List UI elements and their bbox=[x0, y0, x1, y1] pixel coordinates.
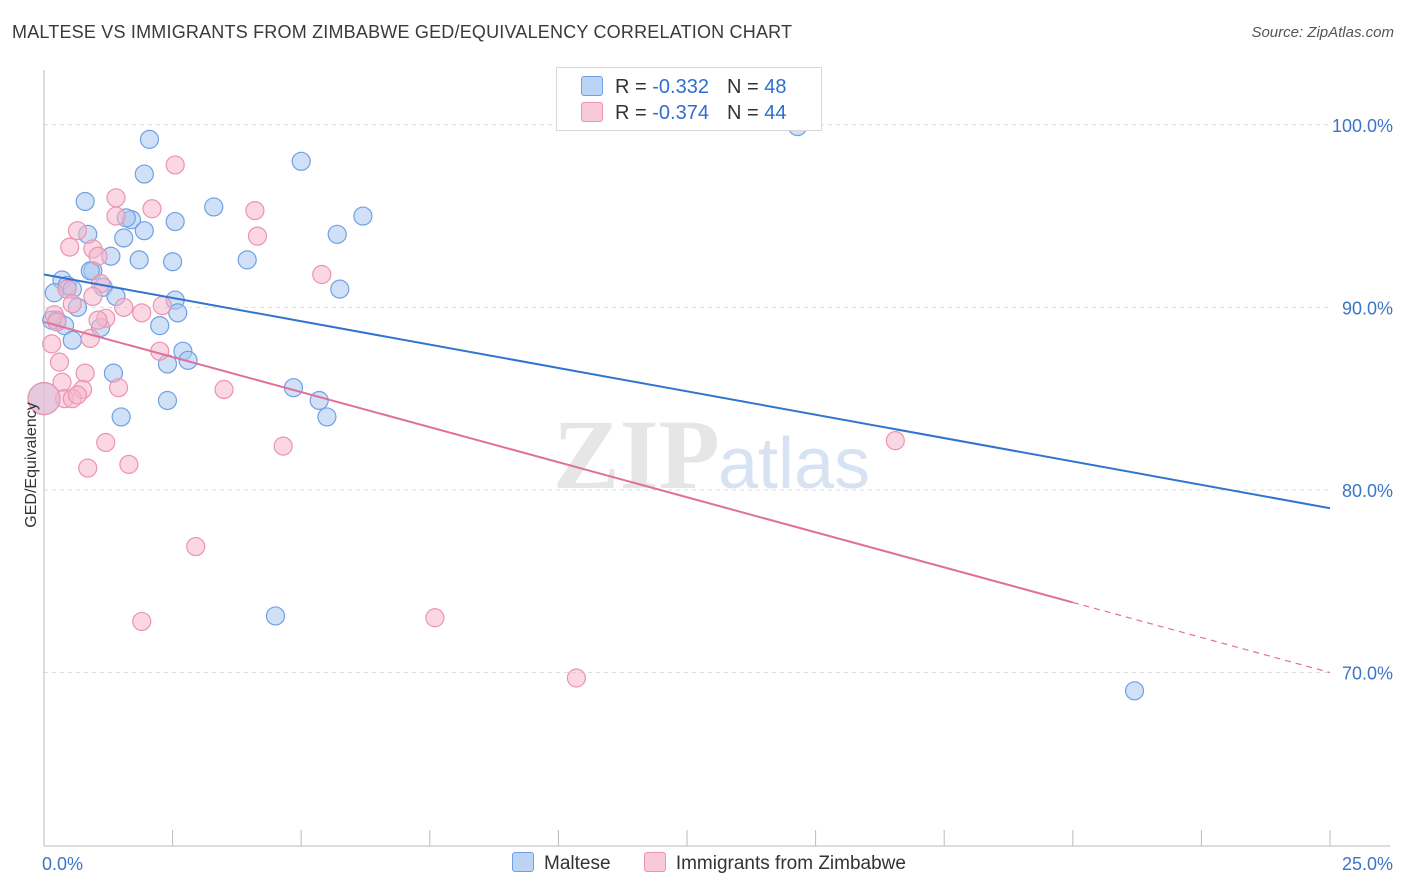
series-swatch-maltese bbox=[512, 852, 534, 872]
series-swatch-zimbabwe bbox=[643, 852, 666, 872]
point-maltese bbox=[62, 330, 82, 350]
series-legend-maltese: Maltese bbox=[512, 852, 611, 875]
point-zimbabwe bbox=[88, 246, 108, 266]
point-zimbabwe bbox=[214, 379, 234, 400]
point-maltese bbox=[139, 129, 160, 149]
series-name: Immigrants from Zimbabwe bbox=[675, 853, 906, 874]
axes bbox=[43, 70, 1390, 847]
point-maltese bbox=[291, 151, 311, 171]
x-tick-labels: 0.0% 25.0% bbox=[42, 854, 1393, 874]
legend-row-maltese: R = -0.332 N = 48 bbox=[581, 76, 786, 100]
legend-n-label: N = bbox=[726, 76, 765, 98]
legend-r-label: R = bbox=[615, 102, 653, 124]
source-label: Source: ZipAtlas.com bbox=[1251, 24, 1394, 41]
trend-line-zimbabwe-extension bbox=[1072, 601, 1331, 674]
point-maltese bbox=[327, 224, 347, 244]
point-zimbabwe bbox=[132, 611, 152, 632]
legend-row-zimbabwe: R = -0.374 N = 44 bbox=[581, 102, 786, 126]
trend-lines bbox=[43, 273, 1331, 674]
point-maltese bbox=[134, 221, 154, 241]
point-zimbabwe bbox=[142, 199, 162, 219]
point-zimbabwe bbox=[119, 454, 139, 474]
y-tick-label: 100.0% bbox=[1332, 116, 1393, 136]
point-zimbabwe bbox=[106, 206, 126, 226]
point-zimbabwe bbox=[165, 155, 185, 175]
point-maltese bbox=[134, 164, 154, 184]
data-points bbox=[27, 117, 1145, 701]
point-zimbabwe bbox=[47, 312, 67, 332]
point-maltese bbox=[265, 606, 286, 626]
point-zimbabwe bbox=[42, 334, 62, 354]
series-legend: Maltese Immigrants from Zimbabwe bbox=[512, 852, 934, 875]
point-zimbabwe bbox=[885, 431, 905, 451]
point-zimbabwe bbox=[312, 264, 332, 285]
point-zimbabwe bbox=[245, 200, 265, 221]
legend-box: R = -0.332 N = 48 R = -0.374 N = 44 bbox=[556, 67, 822, 131]
legend-swatch-zimbabwe bbox=[581, 102, 603, 122]
point-zimbabwe bbox=[566, 668, 587, 688]
trend-line-zimbabwe bbox=[43, 321, 1074, 604]
legend-swatch-maltese bbox=[581, 76, 603, 96]
y-tick-labels: 100.0% 90.0% 80.0% 70.0% bbox=[1332, 116, 1393, 684]
point-maltese bbox=[168, 303, 188, 323]
point-maltese bbox=[163, 252, 183, 272]
point-zimbabwe bbox=[60, 237, 80, 257]
point-zimbabwe bbox=[88, 310, 108, 330]
point-maltese bbox=[317, 407, 337, 427]
point-zimbabwe bbox=[27, 382, 61, 416]
legend-r-label: R = bbox=[615, 76, 653, 98]
point-zimbabwe bbox=[108, 378, 129, 398]
y-tick-label: 70.0% bbox=[1342, 664, 1393, 684]
point-zimbabwe bbox=[67, 221, 88, 241]
trend-line-maltese bbox=[43, 273, 1331, 510]
point-maltese bbox=[330, 279, 350, 299]
chart-title: MALTESE VS IMMIGRANTS FROM ZIMBABWE GED/… bbox=[12, 22, 793, 42]
point-zimbabwe bbox=[425, 608, 445, 628]
point-zimbabwe bbox=[106, 188, 126, 208]
x-tick-label: 0.0% bbox=[42, 854, 83, 874]
legend-n-label: N = bbox=[726, 102, 765, 124]
point-maltese bbox=[157, 390, 178, 411]
point-maltese bbox=[165, 211, 185, 232]
point-zimbabwe bbox=[62, 294, 82, 314]
point-maltese bbox=[75, 191, 95, 212]
legend-n-value: 44 bbox=[764, 102, 787, 124]
point-maltese bbox=[309, 390, 329, 411]
point-maltese bbox=[150, 316, 170, 336]
point-maltese bbox=[1124, 681, 1145, 701]
point-zimbabwe bbox=[132, 303, 152, 323]
svg-text:atlas: atlas bbox=[718, 424, 870, 504]
point-zimbabwe bbox=[186, 536, 206, 557]
point-zimbabwe bbox=[152, 295, 172, 316]
point-zimbabwe bbox=[78, 458, 98, 478]
zipatlas-watermark: ZIP atlas bbox=[553, 399, 870, 510]
svg-text:ZIP: ZIP bbox=[553, 399, 720, 510]
y-tick-label: 80.0% bbox=[1342, 481, 1393, 501]
point-zimbabwe bbox=[83, 286, 103, 307]
series-name: Maltese bbox=[544, 853, 611, 874]
series-legend-zimbabwe: Immigrants from Zimbabwe bbox=[643, 852, 906, 875]
point-zimbabwe bbox=[67, 385, 88, 405]
point-maltese bbox=[111, 407, 131, 427]
legend-r-value: -0.374 bbox=[652, 102, 709, 124]
x-tick-label: 25.0% bbox=[1342, 854, 1393, 874]
point-zimbabwe bbox=[273, 436, 293, 456]
legend-r-value: -0.332 bbox=[652, 76, 709, 98]
y-tick-label: 90.0% bbox=[1342, 298, 1393, 318]
point-maltese bbox=[114, 228, 134, 248]
point-zimbabwe bbox=[49, 352, 70, 372]
point-maltese bbox=[204, 197, 224, 217]
point-maltese bbox=[353, 206, 373, 226]
legend-n-value: 48 bbox=[764, 76, 787, 98]
y-axis-label: GED/Equivalency bbox=[23, 402, 40, 527]
point-maltese bbox=[237, 250, 257, 270]
point-zimbabwe bbox=[96, 432, 116, 453]
point-zimbabwe bbox=[247, 226, 268, 246]
point-maltese bbox=[129, 250, 149, 270]
point-zimbabwe bbox=[75, 363, 95, 383]
point-zimbabwe bbox=[114, 297, 134, 317]
